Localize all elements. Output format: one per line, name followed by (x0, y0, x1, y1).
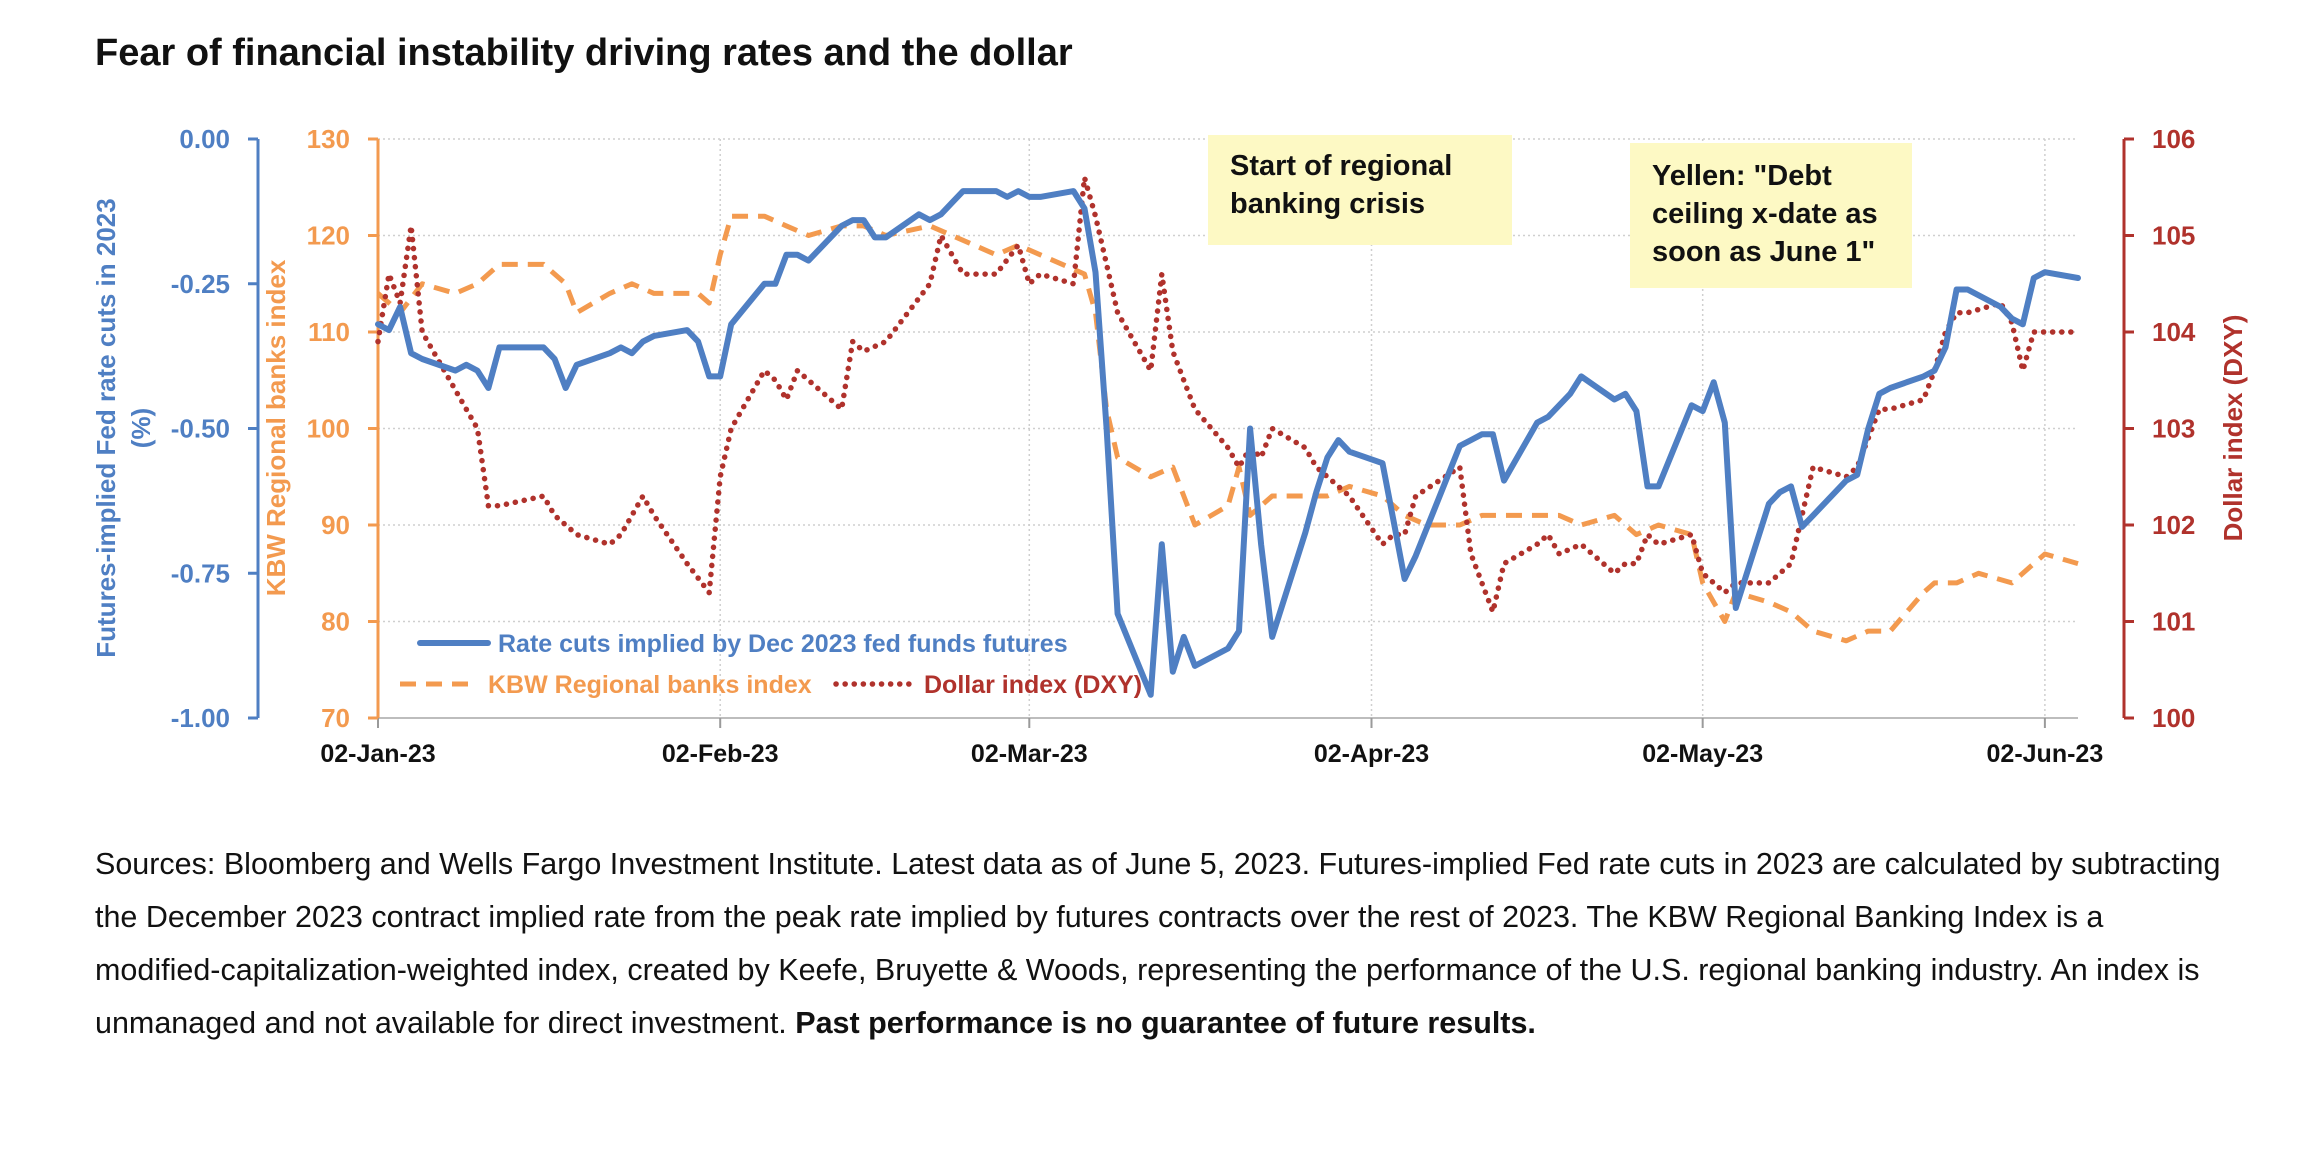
legend-label-dollar: Dollar index (DXY) (924, 671, 1142, 699)
y-tick-label-right: 104 (2152, 317, 2196, 347)
y-tick-label-left-inner: 110 (308, 317, 350, 347)
annotation-line: banking crisis (1230, 188, 1426, 220)
annotation-debt-ceiling: Yellen: "Debt ceiling x-date as soon as … (1630, 143, 1912, 288)
y-axis-title-left-outer-unit: (%) (126, 408, 156, 448)
y-tick-label-left-inner: 130 (307, 124, 350, 154)
chart-title: Fear of financial instability driving ra… (95, 32, 1073, 74)
legend-label-rate-cuts: Rate cuts implied by Dec 2023 fed funds … (498, 630, 1068, 658)
y-tick-label-left-outer: -1.00 (171, 703, 230, 733)
series-line-dollar-index (375, 174, 2081, 615)
y-tick-label-left-outer: -0.25 (171, 269, 230, 299)
annotation-banking-crisis: Start of regional banking crisis (1208, 135, 1512, 245)
source-notes: Sources: Bloomberg and Wells Fargo Inves… (95, 838, 2225, 1050)
x-tick-label: 02-Feb-23 (662, 740, 779, 768)
series-layer (375, 174, 2081, 698)
series-line-kbw-index (376, 213, 2079, 644)
annotation-line: ceiling x-date as (1652, 198, 1878, 230)
y-tick-label-right: 106 (2152, 124, 2195, 154)
y-tick-label-left-inner: 90 (321, 510, 350, 540)
x-tick-label: 02-Jun-23 (1987, 740, 2104, 768)
x-tick-label: 02-Apr-23 (1314, 740, 1429, 768)
annotation-line: soon as June 1" (1652, 236, 1876, 268)
y-tick-label-left-inner: 80 (321, 607, 350, 637)
y-tick-label-left-inner: 100 (307, 414, 350, 444)
y-tick-label-left-inner: 120 (307, 221, 350, 251)
y-tick-label-left-inner: 70 (321, 703, 350, 733)
x-tick-label: 02-Jan-23 (320, 740, 435, 768)
legend: Rate cuts implied by Dec 2023 fed funds … (400, 630, 1142, 699)
annotation-line: Start of regional (1230, 150, 1453, 182)
y-tick-label-right: 102 (2152, 510, 2195, 540)
axes: 02-Jan-23 02-Feb-23 02-Mar-23 02-Apr-23 02-M… (91, 124, 2248, 768)
series-line-rate-cuts (375, 188, 2081, 698)
y-tick-label-left-outer: -0.75 (171, 558, 230, 588)
y-tick-label-left-outer: 0.00 (179, 124, 230, 154)
y-tick-label-left-outer: -0.50 (171, 414, 230, 444)
y-tick-label-right: 105 (2152, 221, 2195, 251)
y-tick-label-right: 103 (2152, 414, 2195, 444)
legend-label-kbw: KBW Regional banks index (488, 671, 812, 699)
x-tick-label: 02-Mar-23 (971, 740, 1088, 768)
chart: 02-Jan-23 02-Feb-23 02-Mar-23 02-Apr-23 02-M… (91, 124, 2248, 768)
y-tick-label-right: 101 (2152, 607, 2195, 637)
annotation-line: Yellen: "Debt (1652, 160, 1832, 192)
y-tick-label-right: 100 (2152, 703, 2195, 733)
y-axis-title-left-inner: KBW Regional banks index (261, 259, 291, 596)
y-axis-title-right: Dollar index (DXY) (2218, 315, 2248, 542)
sources-text: Sources: Bloomberg and Wells Fargo Inves… (95, 847, 2221, 1040)
disclaimer-text: Past performance is no guarantee of futu… (795, 1006, 1536, 1040)
y-axis-title-left-outer: Futures-implied Fed rate cuts in 2023 (91, 198, 121, 657)
x-tick-label: 02-May-23 (1642, 740, 1763, 768)
